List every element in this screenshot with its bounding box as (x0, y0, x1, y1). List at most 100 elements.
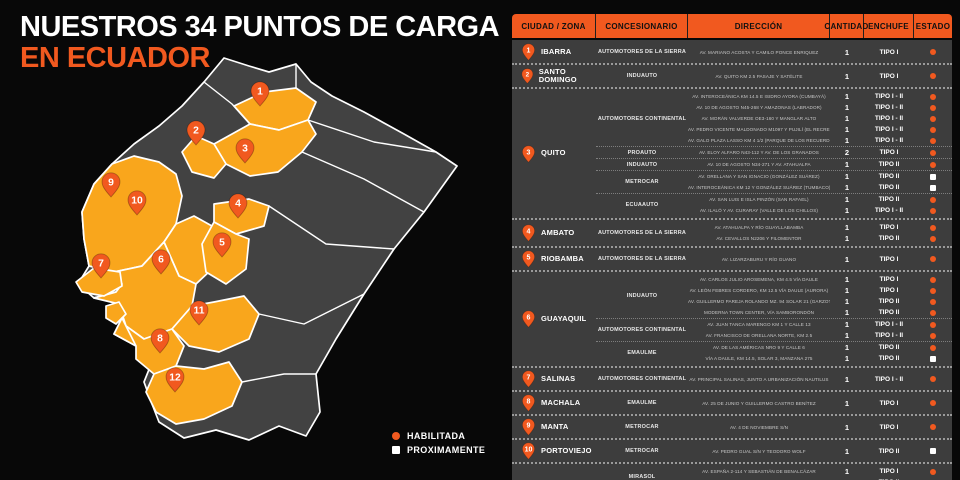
quantity-cell: 1 (844, 254, 850, 264)
page-subtitle: EN ECUADOR (20, 42, 210, 75)
quantity-cell: 2 (844, 148, 850, 157)
dealer-name: AUTOMOTORES CONTINENTAL (597, 115, 687, 122)
city-name: QUITO (541, 148, 566, 158)
map-pin-10: 10 (127, 190, 147, 216)
status-enabled-dot-icon (930, 161, 936, 168)
plug-type-cell: TIPO II (878, 184, 900, 191)
dealer-rows: AV. DE LAS AMÉRICAS NRO 9 Y CALLE 6 1 TIPO… (688, 342, 952, 364)
city-name: PORTOVIEJO (541, 445, 592, 455)
address-cell: AV. DE LAS AMÉRICAS NRO 9 Y CALLE 6 (713, 345, 805, 350)
status-cell (914, 424, 952, 430)
status-cell (914, 207, 952, 214)
plug-type-cell: TIPO I - II (874, 137, 904, 144)
plug-type-cell: TIPO II (878, 196, 900, 203)
map-pin-11: 11 (189, 300, 209, 326)
column-header: ESTADO (915, 21, 951, 31)
status-cell (914, 224, 952, 231)
status-coming-soon-square-icon (930, 184, 936, 191)
city-cell: 11CUENCA (512, 466, 596, 480)
quantity-cell: 1 (830, 478, 864, 480)
table-row: AV. GALO PLAZA LASSO KM 4 1/2 (PARQUE DE… (688, 135, 952, 146)
address-cell: AV. ILALÓ Y AV. CURARAY (VALLE DE LOS CH… (699, 208, 819, 213)
dealer-block: AUTOMOTORES CONTINENTAL AV. PRINCIPAL SAL… (596, 374, 952, 385)
quantity-cell: 1 (844, 374, 850, 384)
dealer-name: METROCAR (625, 424, 659, 430)
province-border (258, 293, 365, 325)
quantity-cell: 1 (844, 331, 850, 340)
location-pin-icon: 6 (522, 310, 535, 328)
city-rows: EMAULME AV. 25 DE JUNIO Y GUILLERMO CASTR… (596, 394, 952, 412)
city-rows: AUTOMOTORES DE LA SIERRA AV. ATAHUALPA Y … (596, 222, 952, 244)
status-enabled-dot-icon (930, 276, 936, 283)
svg-text:4: 4 (235, 199, 241, 210)
dealer-block: INDUAUTO AV. QUITO KM 2.5 PASAJE Y SATÉLI… (596, 71, 952, 82)
dealer-rows: AV. QUITO KM 2.5 PASAJE Y SATÉLITE 1 TIPO … (688, 71, 952, 82)
status-enabled-dot-icon (930, 332, 936, 339)
status-cell (914, 104, 952, 111)
plug-type-cell: TIPO I - II (874, 93, 904, 100)
svg-text:5: 5 (219, 238, 225, 249)
address-cell: AV. JUAN TANCA MARENGO KM 1 Y CALLE 13 (707, 322, 811, 327)
svg-text:1: 1 (257, 87, 263, 98)
plug-type-cell: TIPO II (878, 235, 900, 242)
svg-text:7: 7 (98, 259, 104, 270)
quantity-cell: 1 (844, 114, 850, 123)
quantity-cell: 1 (844, 206, 850, 215)
status-cell (914, 448, 952, 454)
city-cell: 6 GUAYAQUIL (512, 274, 596, 364)
city-group: 1 IBARRA AUTOMOTORES DE LA SIERRA AV. MARIA… (512, 41, 952, 63)
city-cell: 10 PORTOVIEJO (512, 442, 596, 460)
status-enabled-dot-icon (930, 149, 936, 156)
province-chimborazo (201, 221, 250, 285)
status-cell (914, 276, 952, 283)
quantity-cell: 1 (844, 275, 850, 284)
column-header: CIUDAD / ZONA (512, 14, 596, 38)
dealer-block: INDUAUTO AV. CARLOS JULIO AROSEMENA, KM 4… (596, 274, 952, 318)
table-row: AV. FRANCISCO DE ORELLANA NORTE, KM 2.5 1… (688, 330, 952, 341)
quantity-cell: 1 (844, 398, 850, 408)
quantity-cell: 1 (844, 308, 850, 317)
column-header: ENCHUFE (864, 14, 914, 38)
dealer-rows: AV. ORELLANA Y SAN IGNACIO (GONZÁLEZ SUÁ… (688, 171, 952, 193)
dealer-block: MIRASOL AV. ESPAÑA 2-114 Y SEBASTIÁN DE B… (596, 466, 952, 480)
dealer-rows: AV. JUAN TANCA MARENGO KM 1 Y CALLE 13 1 T… (688, 319, 952, 341)
svg-text:6: 6 (158, 255, 164, 266)
address-cell: AV. 25 DE JUNIO Y GUILLERMO CASTRO BENÍT… (702, 400, 816, 406)
quantity-cell: 1 (844, 160, 850, 169)
status-enabled-dot-icon (930, 49, 936, 55)
plug-type-cell: TIPO I (879, 423, 899, 431)
quantity-cell: 1 (844, 286, 850, 295)
address-cell: AV. GALO PLAZA LASSO KM 4 1/2 (PARQUE DE… (688, 138, 830, 143)
city-name: RIOBAMBA (541, 253, 584, 263)
dealer-name: PROAUTO (627, 149, 657, 156)
table-row: VÍA A DAULE, KM 14.5, SOLAR 3, MANZANA 2… (688, 353, 952, 364)
dealer-rows: AV. MARIANO ACOSTA Y CAMILO PONCE ENRIQU… (688, 47, 952, 58)
address-cell: AV. QUITO KM 2.5 PASAJE Y SATÉLITE (715, 73, 803, 79)
city-rows: MIRASOL AV. ESPAÑA 2-114 Y SEBASTIÁN DE B… (596, 466, 952, 480)
address-cell: MODERNA TOWN CENTER, VÍA SAMBORONDÓN (703, 310, 815, 315)
table-row: AV. 10 DE AGOSTO N34-271 Y AV. ATAHUALPA… (688, 159, 952, 170)
status-cell (914, 73, 952, 79)
city-group: 4 AMBATO AUTOMOTORES DE LA SIERRA AV. ATAHU… (512, 218, 952, 246)
province-border (241, 373, 317, 383)
plug-type-cell: TIPO I - II (874, 126, 904, 133)
table-row: AV. INTEROCEÁNICA KM 14.5 E ISIDRO AYORA… (688, 91, 952, 102)
dealer-rows: AV. INTEROCEÁNICA KM 14.5 E ISIDRO AYORA… (688, 91, 952, 146)
city-group: 10 PORTOVIEJO METROCAR AV. PEDRO GUAL S/N Y… (512, 438, 952, 462)
svg-text:6: 6 (527, 314, 531, 321)
city-group: 2 SANTO DOMINGO INDUAUTO AV. QUITO KM 2.5 P… (512, 63, 952, 87)
dealer-name: AUTOMOTORES DE LA SIERRA (597, 49, 687, 55)
table-row: AV. CARLOS JULIO AROSEMENA, KM 4.5 VÍA D… (688, 274, 952, 285)
table-row: AV. 4 DE NOVIEMBRE S/N 1 TIPO I (688, 422, 952, 433)
status-cell (914, 49, 952, 55)
svg-text:10: 10 (525, 446, 533, 453)
status-cell (914, 344, 952, 351)
status-enabled-dot-icon (930, 468, 936, 475)
table-row: AV. LIZARZABURU Y RÍO GUANO 1 TIPO I (688, 254, 952, 265)
status-enabled-dot-icon (930, 376, 936, 382)
dealer-name: EMAULME (627, 400, 657, 406)
map-pin-6: 6 (151, 249, 171, 275)
column-header: CONCESIONARIO (596, 14, 688, 38)
